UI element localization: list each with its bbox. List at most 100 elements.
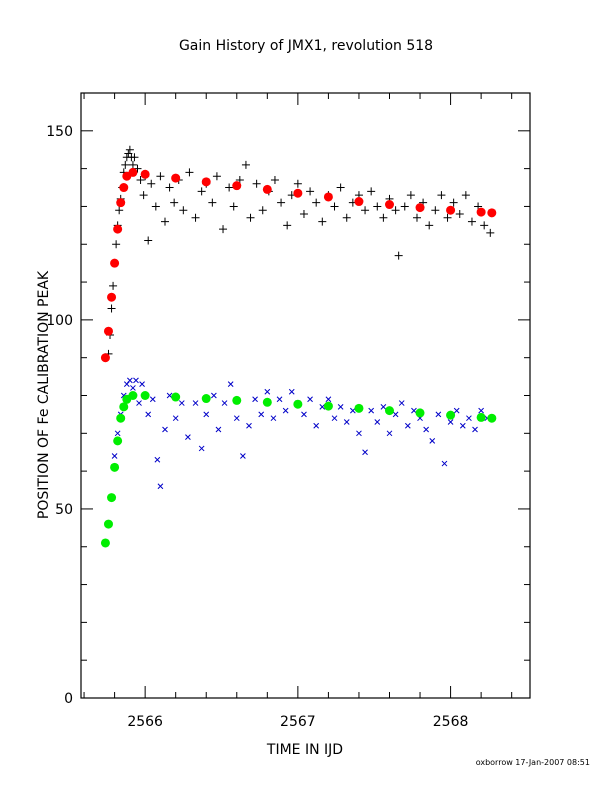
- data-point: [229, 202, 238, 211]
- data-point: [384, 200, 394, 210]
- data-point: [171, 173, 181, 183]
- data-point: [246, 422, 252, 429]
- data-point: [165, 183, 174, 192]
- data-point: [116, 198, 126, 208]
- data-point: [283, 221, 292, 230]
- series-lower-fit: [100, 391, 497, 548]
- data-point: [115, 206, 124, 215]
- data-point: [429, 438, 436, 444]
- data-point: [128, 160, 137, 169]
- data-point: [123, 381, 130, 388]
- x-tick-label: 2566: [127, 714, 163, 730]
- data-point: [354, 197, 364, 207]
- data-point: [325, 396, 332, 403]
- series-lower-measured: [111, 377, 491, 490]
- data-point: [128, 167, 138, 177]
- data-point: [208, 198, 217, 207]
- data-point: [252, 179, 261, 188]
- data-point: [446, 205, 456, 215]
- data-point: [154, 456, 161, 463]
- data-point: [459, 422, 466, 429]
- data-point: [140, 391, 150, 400]
- data-point: [293, 179, 302, 188]
- data-point: [258, 411, 265, 418]
- x-tick-label: 2567: [280, 714, 316, 730]
- data-point: [157, 483, 164, 490]
- data-point: [486, 228, 495, 237]
- data-point: [227, 381, 234, 388]
- data-point: [172, 415, 179, 422]
- data-point: [301, 411, 307, 418]
- data-point: [113, 224, 123, 234]
- data-point: [201, 394, 211, 404]
- data-point: [241, 160, 250, 169]
- data-point: [233, 415, 240, 422]
- data-point: [374, 419, 381, 425]
- data-point: [114, 430, 121, 437]
- data-point: [406, 191, 415, 200]
- data-point: [262, 184, 272, 194]
- data-point: [110, 462, 120, 472]
- data-point: [110, 258, 120, 268]
- data-point: [112, 240, 121, 249]
- data-point: [136, 400, 142, 406]
- data-point: [425, 221, 434, 230]
- data-point: [412, 213, 421, 222]
- data-point: [198, 445, 205, 452]
- data-point: [392, 411, 399, 418]
- footer-stamp: oxborrow 17-Jan-2007 08:51: [475, 758, 590, 767]
- data-point: [312, 198, 321, 207]
- data-point: [107, 493, 117, 503]
- data-point: [211, 392, 217, 399]
- data-point: [125, 145, 134, 154]
- data-point: [179, 206, 188, 215]
- y-axis-label: POSITION OF Fe CALIBRATION PEAK: [36, 270, 52, 519]
- data-point: [437, 191, 446, 200]
- data-point: [119, 402, 129, 412]
- data-point: [476, 412, 486, 422]
- data-point: [435, 411, 442, 418]
- data-point: [384, 406, 394, 416]
- y-tick-label: 100: [46, 313, 73, 329]
- data-point: [362, 449, 368, 456]
- data-point: [423, 426, 430, 433]
- data-point: [212, 172, 221, 181]
- data-point: [121, 160, 130, 169]
- data-point: [171, 392, 181, 402]
- data-point: [240, 453, 246, 459]
- data-point: [276, 396, 283, 403]
- data-point: [277, 198, 286, 207]
- data-point: [307, 396, 313, 403]
- data-point: [221, 400, 228, 406]
- data-point: [415, 203, 425, 213]
- data-point: [270, 415, 277, 422]
- data-point: [232, 181, 242, 191]
- data-point: [415, 408, 425, 418]
- data-point: [361, 206, 370, 215]
- data-point: [306, 187, 315, 196]
- data-point: [282, 407, 289, 414]
- data-point: [156, 172, 165, 181]
- data-point: [144, 236, 153, 245]
- data-point: [136, 175, 145, 184]
- data-point: [100, 538, 110, 548]
- data-point: [258, 206, 267, 215]
- data-point: [331, 415, 338, 422]
- data-point: [100, 353, 110, 363]
- data-point: [160, 217, 169, 226]
- data-point: [203, 411, 210, 418]
- data-point: [336, 183, 345, 192]
- data-point: [337, 403, 344, 410]
- data-point: [313, 422, 320, 429]
- y-tick-label: 50: [55, 502, 73, 518]
- data-point: [103, 326, 113, 336]
- data-point: [232, 395, 242, 405]
- data-point: [191, 213, 200, 222]
- data-point: [107, 304, 116, 313]
- data-point: [119, 183, 129, 193]
- data-point: [342, 213, 351, 222]
- data-point: [111, 453, 118, 459]
- data-point: [400, 202, 409, 211]
- data-point: [116, 413, 126, 423]
- data-point: [130, 153, 139, 162]
